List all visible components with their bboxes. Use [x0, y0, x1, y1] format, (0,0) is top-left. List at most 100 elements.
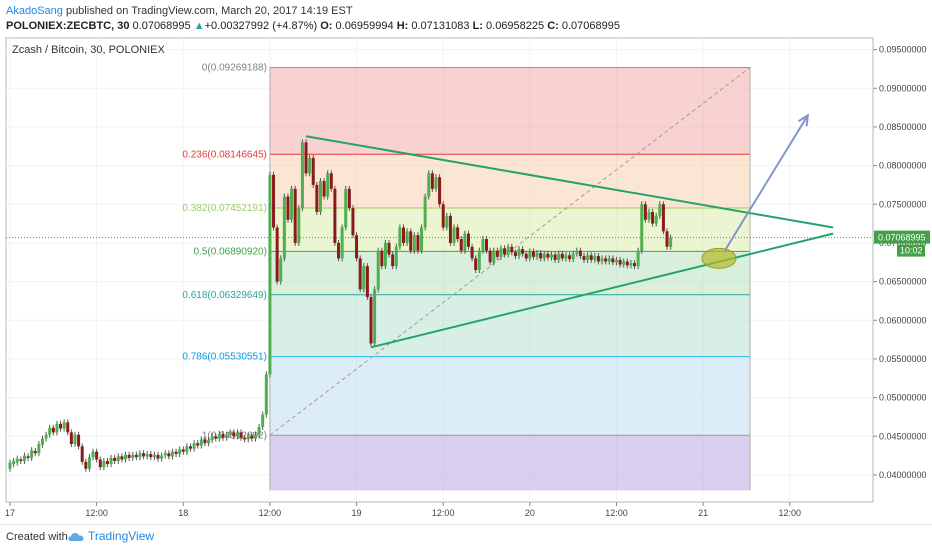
footer-bar: Created with TradingView	[0, 524, 932, 551]
candle	[286, 196, 290, 220]
x-tick-label: 12:00	[432, 508, 455, 518]
y-tick-label: 0.05000000	[879, 393, 927, 403]
candle	[365, 266, 369, 298]
candle	[474, 258, 478, 270]
candle	[492, 250, 496, 263]
candle	[485, 239, 489, 251]
candle	[600, 258, 604, 262]
candle	[264, 374, 268, 415]
candle	[420, 227, 424, 251]
candle	[524, 253, 528, 259]
current-price-label: 0.07068995	[878, 233, 926, 243]
candle	[647, 212, 651, 220]
chart-area[interactable]: 0(0.09269188) 0.236(0.08146645) 0.382(0.07…	[0, 36, 932, 524]
candle	[571, 253, 575, 260]
candle	[329, 173, 333, 189]
candle	[470, 246, 474, 259]
plot-frame	[5, 37, 874, 503]
candle	[499, 248, 503, 257]
candle	[8, 462, 12, 469]
cloud-icon	[68, 532, 84, 541]
candle	[448, 215, 452, 243]
candle	[333, 188, 337, 243]
projection-arrow	[723, 114, 809, 252]
candle	[59, 423, 63, 429]
candle	[300, 142, 304, 209]
candle	[575, 250, 579, 254]
fib-label: 0.382(0.07452191)	[182, 203, 267, 214]
y-tick-label: 0.08000000	[879, 161, 927, 171]
candle	[214, 436, 218, 439]
candle	[636, 250, 640, 267]
candle	[189, 446, 192, 449]
current-price-tag	[874, 230, 930, 244]
candle	[84, 461, 88, 469]
candle	[62, 422, 66, 429]
candle	[510, 246, 514, 253]
published-text: published on TradingView.com, March 20, …	[62, 5, 353, 17]
y-tick-label: 0.09000000	[879, 83, 927, 93]
high-label: H:	[396, 20, 409, 32]
candle	[380, 250, 384, 267]
candle	[91, 451, 95, 458]
candle	[344, 188, 348, 228]
candle	[261, 414, 265, 427]
candle	[430, 173, 434, 189]
candle	[643, 204, 647, 220]
candle	[268, 174, 272, 375]
fib-label: 0(0.09269188)	[202, 62, 267, 73]
candle	[611, 258, 615, 263]
candle	[531, 251, 535, 257]
author-link[interactable]: AkadoSang	[6, 5, 63, 17]
candle	[127, 454, 131, 458]
open-value: 0.06959994	[335, 20, 394, 32]
candle	[207, 440, 211, 444]
candle	[373, 289, 377, 344]
candle	[391, 254, 395, 267]
candle	[495, 250, 499, 257]
candle	[326, 173, 330, 197]
candle	[593, 256, 597, 260]
candle	[124, 454, 128, 460]
candle	[423, 196, 427, 228]
x-tick-label: 21	[698, 508, 708, 518]
candle	[412, 235, 416, 251]
y-tick-label: 0.04000000	[879, 470, 927, 480]
candle	[355, 235, 359, 259]
candle	[535, 252, 539, 257]
candle	[272, 174, 276, 228]
candle	[105, 461, 109, 465]
candle	[178, 449, 182, 455]
candle	[98, 459, 102, 468]
candle	[113, 457, 117, 462]
tradingview-brand-link[interactable]: TradingView	[68, 529, 154, 543]
candle	[279, 258, 283, 282]
candle	[225, 434, 229, 438]
candle	[253, 434, 257, 439]
candle	[661, 204, 665, 232]
candle	[69, 432, 73, 444]
candle	[156, 454, 160, 459]
fib-label: 0.786(0.05530551)	[182, 352, 267, 363]
y-tick-label: 0.06000000	[879, 315, 927, 325]
candle	[438, 177, 442, 205]
tradingview-label: TradingView	[88, 529, 155, 543]
candle	[228, 432, 232, 435]
price-chart[interactable]: 0(0.09269188) 0.236(0.08146645) 0.382(0.07…	[0, 36, 932, 524]
y-tick-label: 0.08500000	[879, 122, 927, 132]
candle	[521, 249, 525, 254]
candle	[203, 439, 207, 444]
candle	[304, 142, 308, 174]
fib-band	[269, 294, 751, 357]
fib-label: 0.5(0.06890920)	[194, 246, 267, 257]
candle	[351, 208, 355, 236]
candle	[488, 250, 492, 263]
candle	[578, 250, 582, 257]
projection-arrow-head	[798, 113, 810, 127]
quote-line: POLONIEX:ZECBTC, 30 0.07068995 ▲+0.00327…	[6, 20, 620, 32]
candle	[174, 451, 178, 455]
candle	[441, 204, 445, 228]
candle	[387, 242, 391, 255]
candle	[445, 215, 449, 228]
candle	[37, 444, 41, 454]
